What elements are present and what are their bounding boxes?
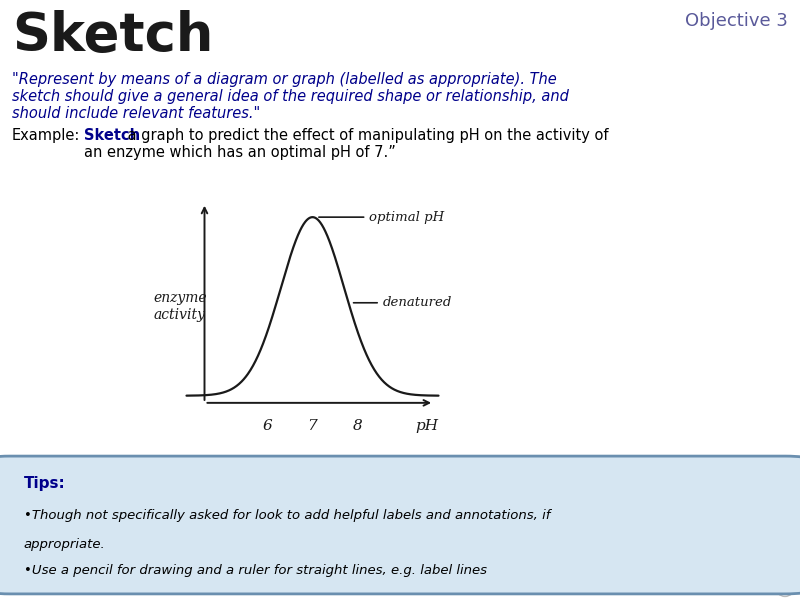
FancyBboxPatch shape [0, 456, 800, 594]
Text: 6: 6 [262, 419, 272, 433]
Text: "Represent by means of a diagram or graph (labelled as appropriate). The: "Represent by means of a diagram or grap… [12, 72, 557, 87]
Text: •Though not specifically asked for look to add helpful labels and annotations, i: •Though not specifically asked for look … [24, 509, 550, 523]
Text: an enzyme which has an optimal pH of 7.”: an enzyme which has an optimal pH of 7.” [84, 145, 396, 160]
Text: Sketch: Sketch [84, 128, 140, 143]
Text: enzyme
activity: enzyme activity [153, 291, 206, 322]
Text: •Use a pencil for drawing and a ruler for straight lines, e.g. label lines: •Use a pencil for drawing and a ruler fo… [24, 564, 487, 577]
Text: cc: cc [779, 582, 791, 592]
Text: Objective 3: Objective 3 [685, 12, 788, 30]
Text: denatured: denatured [382, 296, 452, 309]
Text: Sketch: Sketch [12, 10, 214, 62]
Text: should include relevant features.": should include relevant features." [12, 106, 260, 121]
Text: 8: 8 [353, 419, 362, 433]
Text: sketch should give a general idea of the required shape or relationship, and: sketch should give a general idea of the… [12, 89, 569, 104]
Text: appropriate.: appropriate. [24, 538, 106, 551]
Text: Tips:: Tips: [24, 476, 66, 491]
Text: a graph to predict the effect of manipulating pH on the activity of: a graph to predict the effect of manipul… [123, 128, 609, 143]
Text: 7: 7 [308, 419, 318, 433]
Text: pH: pH [416, 419, 438, 433]
Text: optimal pH: optimal pH [369, 211, 444, 224]
Text: Example:: Example: [12, 128, 80, 143]
